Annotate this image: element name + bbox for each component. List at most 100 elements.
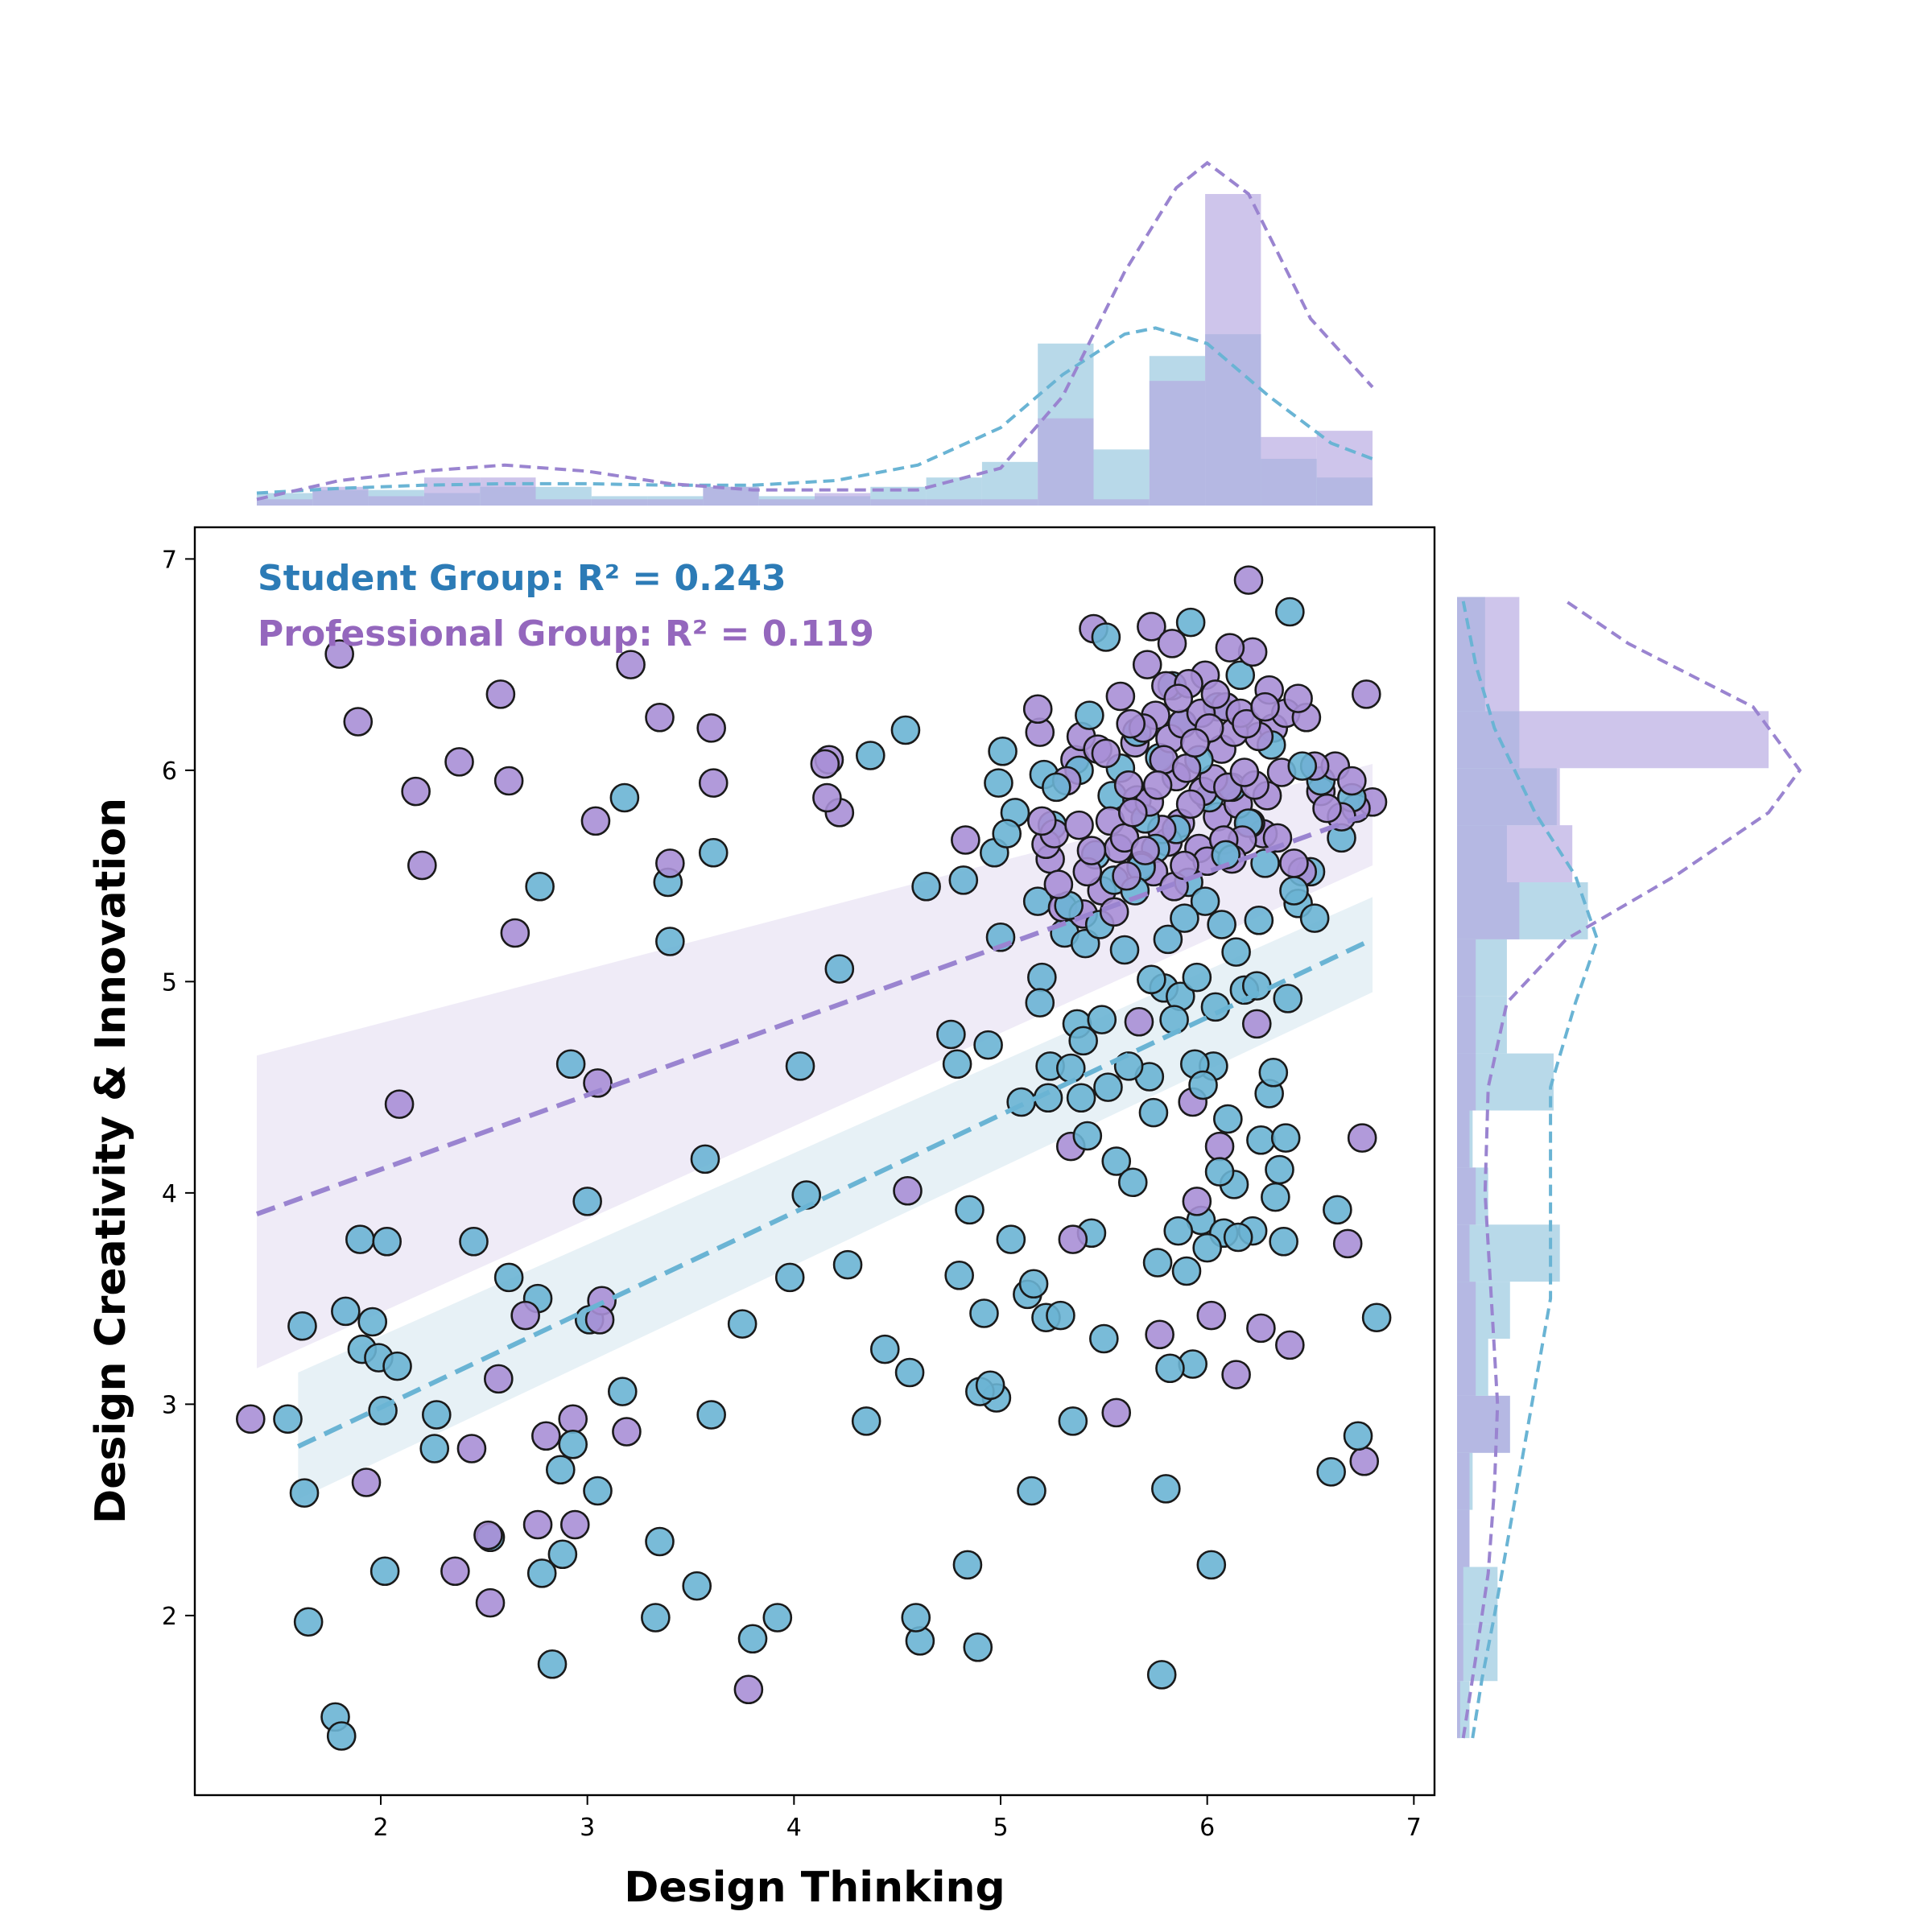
professional-point xyxy=(1064,810,1094,840)
professional-point xyxy=(1182,1187,1212,1216)
professional-y-hist-bar xyxy=(1457,654,1520,712)
professional-point xyxy=(612,1417,642,1447)
professional-x-hist-bar xyxy=(1316,431,1373,506)
top-marginal-histogram xyxy=(256,160,1374,506)
x-tick-label: 6 xyxy=(1199,1814,1215,1842)
professional-point xyxy=(351,1468,382,1497)
student-point xyxy=(1270,1123,1301,1153)
student-point xyxy=(696,1400,726,1430)
student-point xyxy=(645,1526,675,1557)
professional-x-hist-bar xyxy=(1205,194,1261,506)
student-point xyxy=(1159,1005,1189,1034)
student-point xyxy=(1188,1070,1218,1100)
student-point xyxy=(287,1311,317,1341)
student-point xyxy=(1213,1104,1243,1134)
student-point xyxy=(856,741,886,770)
student-point xyxy=(911,871,941,902)
professional-point xyxy=(1058,1224,1088,1254)
professional-y-hist-bar xyxy=(1457,1624,1463,1682)
student-point xyxy=(1175,607,1206,638)
student-point xyxy=(1093,1072,1123,1102)
student-point xyxy=(1151,1474,1181,1504)
student-point xyxy=(1017,1476,1046,1506)
professional-point xyxy=(1262,823,1293,853)
professional-x-hist-bar xyxy=(1261,436,1317,506)
professional-point xyxy=(235,1404,266,1435)
professional-point xyxy=(1076,836,1107,865)
professional-x-hist-bar xyxy=(1093,499,1150,506)
student-point xyxy=(1058,1406,1088,1436)
student-point xyxy=(1087,1005,1117,1034)
professional-x-hist-bar xyxy=(423,477,481,506)
professional-point xyxy=(893,1175,923,1206)
student-point xyxy=(975,1370,1005,1401)
student-point xyxy=(1221,937,1251,967)
x-tick-label: 3 xyxy=(580,1814,595,1842)
student-point xyxy=(955,1195,985,1225)
professional-y-hist-bar xyxy=(1457,1110,1470,1168)
professional-point xyxy=(1113,770,1144,800)
professional-point xyxy=(1312,793,1342,824)
professional-point xyxy=(655,848,685,878)
professional-point xyxy=(1112,861,1141,891)
student-point xyxy=(1025,988,1055,1018)
professional-point xyxy=(531,1421,561,1451)
professional-point xyxy=(1179,728,1210,758)
student-point xyxy=(894,1357,925,1388)
professional-point xyxy=(401,776,431,807)
y-tick-label: 5 xyxy=(162,968,177,997)
student-point xyxy=(1343,1421,1373,1451)
student-point xyxy=(682,1571,712,1601)
professional-point xyxy=(645,702,675,733)
student-point xyxy=(824,954,855,984)
main-scatter-panel: 2 3 4 5 6 7 2 3 4 5 6 7 xyxy=(162,526,1436,1842)
student-point xyxy=(369,1556,400,1587)
student-point xyxy=(996,1224,1026,1254)
professional-point xyxy=(1221,1360,1251,1389)
professional-y-hist-bar xyxy=(1457,1339,1476,1396)
professional-point xyxy=(698,768,729,798)
professional-point xyxy=(1233,565,1264,595)
x-tick-label: 7 xyxy=(1406,1814,1422,1842)
student-point xyxy=(948,865,979,895)
student-point xyxy=(952,1550,983,1580)
student-point xyxy=(289,1478,320,1508)
professional-point xyxy=(733,1674,764,1705)
professional-point xyxy=(384,1089,415,1119)
professional-point xyxy=(1215,633,1245,663)
professional-y-hist-bar xyxy=(1457,1567,1463,1624)
y-tick-label: 4 xyxy=(162,1180,177,1208)
student-point xyxy=(1211,840,1241,870)
professional-point xyxy=(1145,1319,1174,1350)
student-point xyxy=(944,1260,974,1290)
student-point xyxy=(1046,1300,1075,1331)
student-point xyxy=(421,1400,452,1430)
student-y-hist-bar xyxy=(1457,1624,1498,1682)
student-point xyxy=(1182,962,1212,993)
professional-y-hist-bar xyxy=(1457,1167,1476,1225)
student-point xyxy=(1299,903,1330,933)
y-tick-label: 3 xyxy=(162,1391,177,1419)
professional-x-hist-bar xyxy=(368,496,424,506)
student-point xyxy=(1018,1269,1049,1299)
student-point xyxy=(1163,1216,1194,1246)
student-point xyxy=(727,1309,758,1339)
student-point xyxy=(785,1051,815,1081)
student-point xyxy=(901,1603,931,1633)
professional-point xyxy=(1142,770,1173,800)
professional-x-hist-bar xyxy=(870,499,927,506)
professional-x-hist-bar xyxy=(312,486,369,506)
professional-point xyxy=(1124,1006,1154,1037)
student-fit-line xyxy=(297,937,1374,1449)
student-point xyxy=(1258,1057,1289,1088)
student-confidence-band xyxy=(298,897,1373,1500)
student-point xyxy=(1155,1353,1185,1384)
professional-point xyxy=(1283,683,1313,713)
student-point xyxy=(641,1603,671,1633)
student-point xyxy=(609,782,640,813)
student-x-hist-bar xyxy=(1093,449,1150,506)
professional-y-hist-bar xyxy=(1457,996,1476,1054)
professional-fit-line xyxy=(255,810,1374,1216)
professional-point xyxy=(1043,869,1074,899)
student-point xyxy=(1066,1083,1096,1113)
